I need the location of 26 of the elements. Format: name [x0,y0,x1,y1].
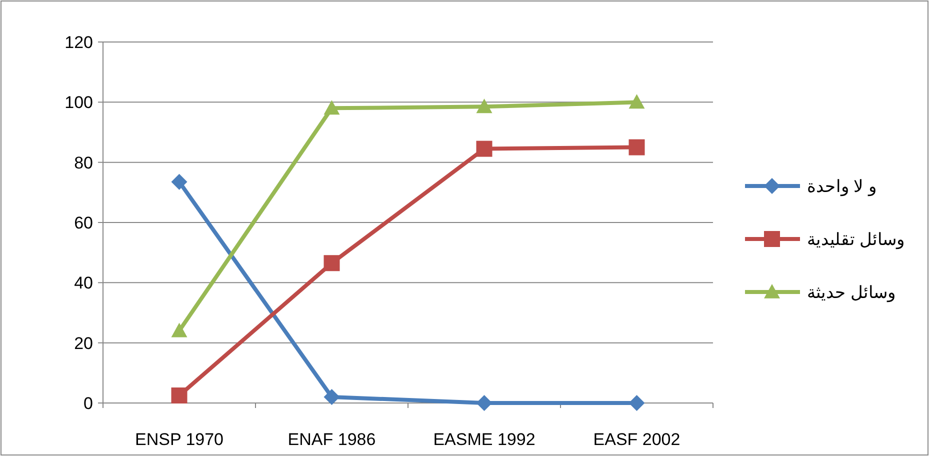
y-tick-label: 0 [84,394,93,413]
x-tick-label: ENAF 1986 [288,430,376,449]
x-tick-label: EASME 1992 [433,430,536,449]
legend-label: وسائل تقليدية [807,230,905,250]
point [628,94,645,109]
y-tick-label: 120 [64,33,93,52]
point [324,100,340,115]
y-tick-label: 100 [64,93,93,112]
y-tick-label: 40 [74,274,93,293]
point [171,322,188,338]
legend-label: و لا واحدة [807,177,876,197]
x-tick-label: ENSP 1970 [134,430,224,449]
y-tick-label: 20 [74,334,93,353]
point [476,98,492,114]
point [476,140,492,157]
point [324,388,340,405]
point [628,395,645,411]
point [171,387,188,404]
point [324,255,340,272]
point [476,395,492,411]
x-tick-label: EASF 2002 [593,430,680,449]
y-tick-label: 60 [74,214,93,232]
y-tick-label: 80 [74,153,93,172]
point [628,139,645,156]
point [171,174,188,190]
legend-label: وسائل حديثة [807,283,896,303]
